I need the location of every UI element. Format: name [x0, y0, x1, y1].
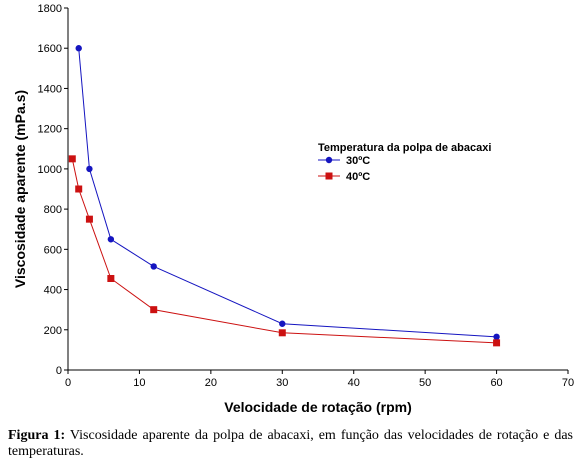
y-tick-label: 600: [44, 244, 62, 256]
y-tick-label: 400: [44, 285, 62, 297]
x-tick-label: 40: [348, 377, 360, 389]
series-1: [68, 155, 501, 347]
legend-marker: [325, 156, 333, 164]
series-line: [78, 48, 497, 338]
y-tick-label: 1600: [38, 43, 62, 55]
legend-marker: [325, 172, 333, 180]
x-tick-label: 60: [490, 377, 502, 389]
chart: 0 10 20 30 40 50 60 70 0 200 400 600 800 1000 1200 140…: [12, 3, 574, 415]
x-tick-label: 50: [419, 377, 431, 389]
x-tick-label: 10: [133, 377, 145, 389]
caption-label: Figura 1:: [8, 428, 66, 443]
data-point: [493, 333, 500, 341]
caption-text: Viscosidade aparente da polpa de abacaxi…: [8, 428, 574, 459]
series-layer: [68, 45, 501, 347]
series-0: [75, 45, 500, 341]
legend-label: 30ºC: [346, 155, 370, 167]
y-axis-title: Viscosidade aparente (mPa.s): [12, 90, 28, 288]
data-point: [278, 329, 286, 337]
figure-caption: Figura 1: Viscosidade aparente da polpa …: [8, 428, 573, 460]
data-point: [75, 45, 82, 52]
legend-item: 40ºC: [318, 171, 370, 183]
y-tick-label: 800: [44, 204, 62, 216]
x-tick-label: 20: [205, 377, 217, 389]
data-point: [75, 185, 83, 193]
y-tick-label: 1000: [38, 164, 62, 176]
data-point: [68, 155, 76, 163]
y-tick-label: 1400: [38, 83, 62, 95]
data-point: [493, 339, 501, 347]
x-axis-ticks: 0 10 20 30 40 50 60 70: [65, 370, 574, 389]
legend-label: 40ºC: [346, 171, 370, 183]
axes: [67, 8, 568, 371]
series-line: [71, 158, 497, 344]
data-point: [85, 215, 93, 223]
data-point: [150, 263, 157, 270]
y-tick-label: 1800: [38, 3, 62, 15]
legend: Temperatura da polpa de abacaxi 30ºC 40ºC: [318, 142, 491, 183]
data-point: [107, 236, 115, 243]
data-point: [279, 320, 286, 327]
data-point: [150, 306, 158, 314]
x-tick-label: 0: [65, 377, 71, 389]
y-tick-label: 1200: [38, 124, 62, 136]
y-axis-ticks: 0 200 400 600 800 1000 1200 1400 1600 1800: [38, 3, 68, 377]
data-point: [86, 165, 93, 173]
data-point: [107, 274, 115, 282]
legend-title: Temperatura da polpa de abacaxi: [318, 142, 491, 154]
legend-item: 30ºC: [318, 155, 370, 167]
y-tick-label: 200: [44, 325, 62, 337]
y-tick-label: 0: [56, 365, 62, 377]
x-tick-label: 30: [276, 377, 288, 389]
x-tick-label: 70: [562, 377, 574, 389]
x-axis-title: Velocidade de rotação (rpm): [224, 399, 412, 415]
